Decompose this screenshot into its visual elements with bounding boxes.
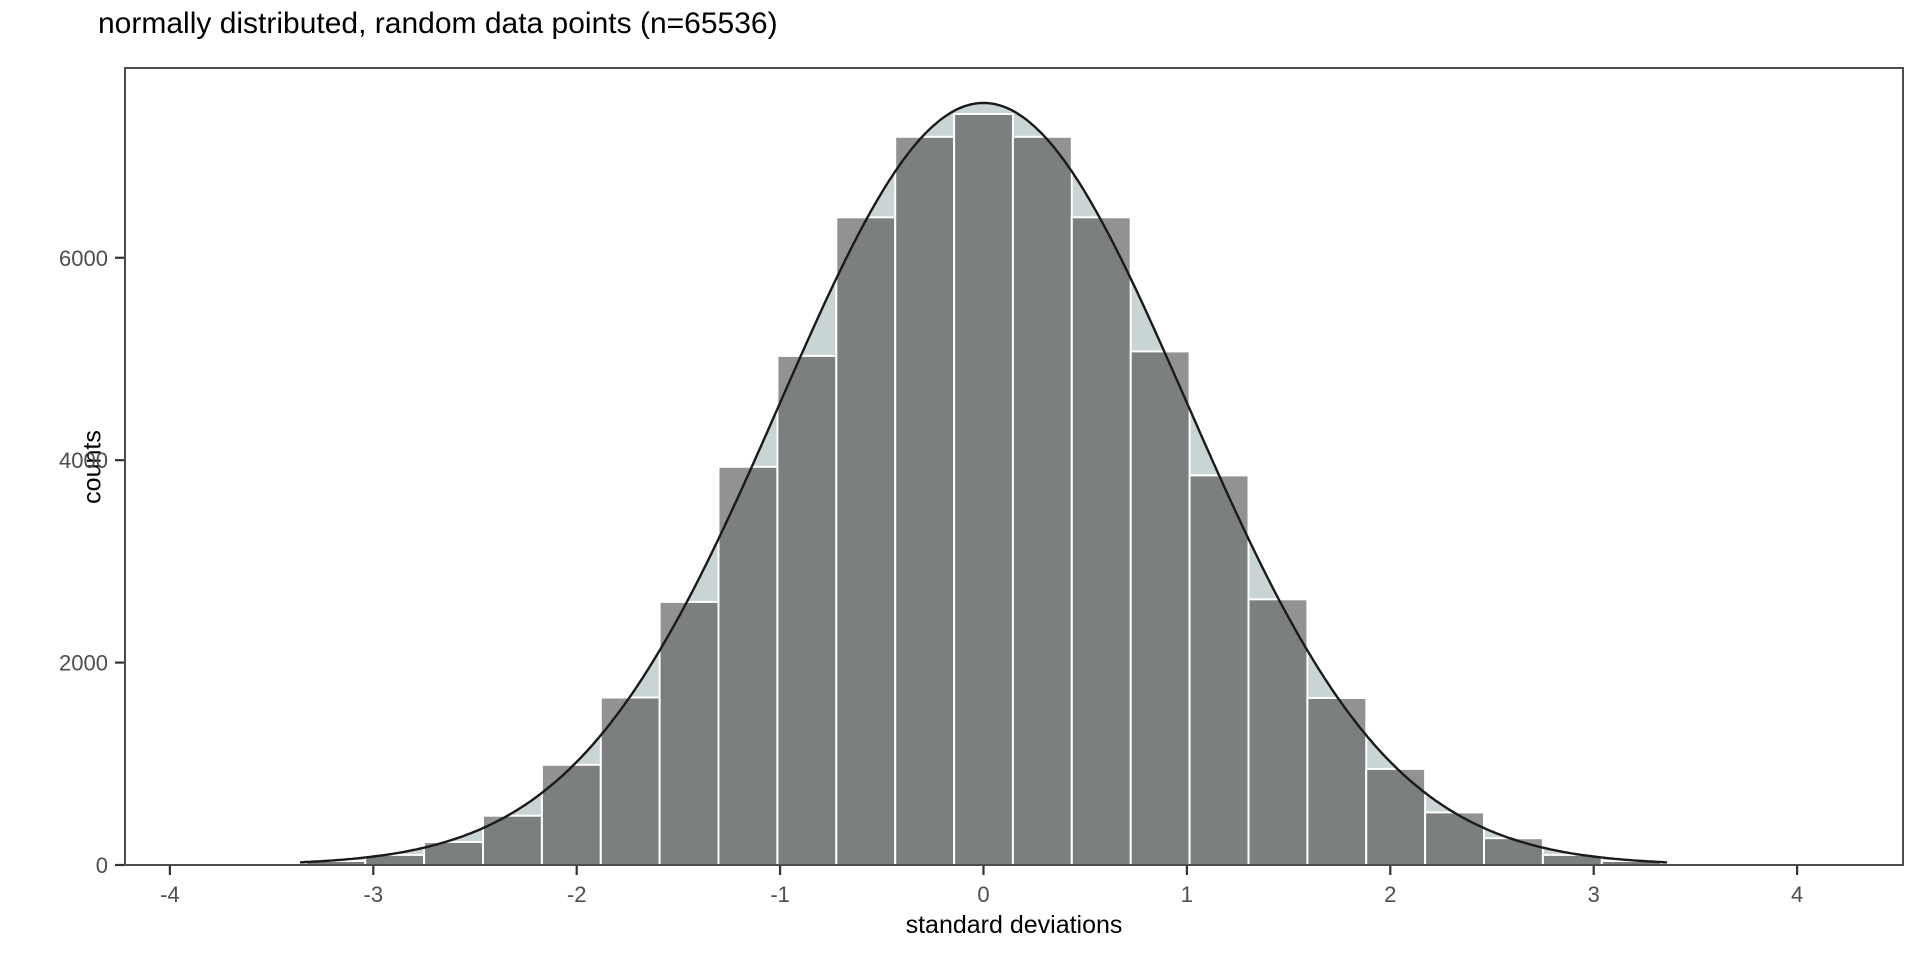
histogram-bar <box>658 600 720 867</box>
density-curve-line <box>300 101 1667 864</box>
histogram-bar <box>1011 135 1073 867</box>
histogram-bar <box>717 465 779 866</box>
histogram-bar <box>1070 216 1132 867</box>
histogram-bar <box>1129 350 1191 866</box>
x-tick-label: 1 <box>1181 882 1193 907</box>
histogram-bars <box>305 113 1662 867</box>
x-tick-label: 3 <box>1588 882 1600 907</box>
histogram-bar <box>1424 811 1485 867</box>
x-tick-label: -4 <box>160 882 180 907</box>
x-axis-ticks: -4 -3 -2 -1 0 1 2 3 4 <box>160 866 1803 907</box>
x-tick-label: -3 <box>364 882 384 907</box>
y-tick-label: 6000 <box>59 246 108 271</box>
histogram-bar <box>894 135 956 867</box>
x-tick-label: 0 <box>977 882 989 907</box>
y-tick-label: 2000 <box>59 651 108 676</box>
panel-border <box>124 67 1904 866</box>
histogram-bar <box>1188 474 1250 866</box>
chart-title: normally distributed, random data points… <box>98 7 778 40</box>
histogram-bar <box>953 113 1014 866</box>
x-axis-title: standard deviations <box>905 911 1123 939</box>
x-tick-label: 2 <box>1384 882 1396 907</box>
histogram-bar <box>835 216 897 867</box>
x-tick-label: -2 <box>567 882 587 907</box>
histogram-bar <box>1365 767 1427 867</box>
histogram-bar <box>1483 837 1544 867</box>
y-tick-label: 0 <box>96 853 108 878</box>
x-tick-label: -1 <box>770 882 790 907</box>
histogram-bar <box>776 354 838 866</box>
y-axis-ticks: 0 2000 4000 6000 <box>59 246 124 878</box>
y-tick-label: 4000 <box>59 448 108 473</box>
histogram-bar <box>540 763 602 866</box>
x-tick-label: 4 <box>1791 882 1803 907</box>
histogram-bar <box>1247 598 1309 866</box>
